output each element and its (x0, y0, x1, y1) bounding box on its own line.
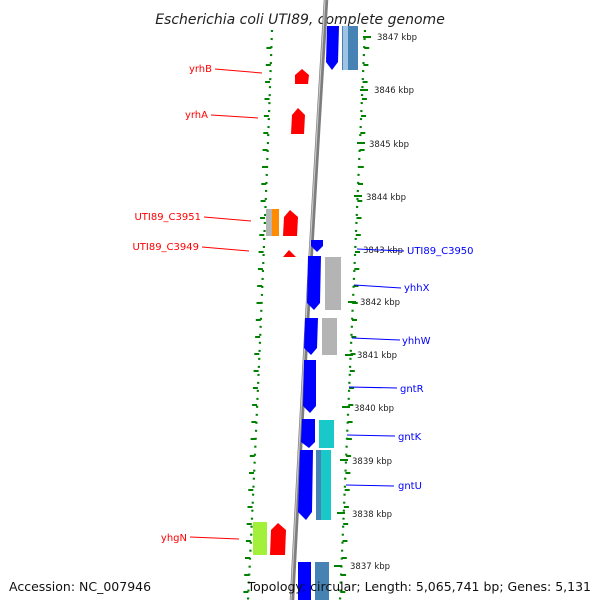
tick-label-3845: 3845 kbp (369, 140, 409, 150)
cog-block-yhhw (322, 318, 337, 355)
forward-gene-yrhb[interactable] (295, 69, 309, 84)
reverse-gene-gntr[interactable] (303, 360, 316, 413)
forward-gene-labels: yrhB yrhA UTI89_C3951 UTI89_C3949 yhgN (132, 64, 263, 544)
tick-label-3846: 3846 kbp (374, 86, 414, 96)
forward-strand-features (253, 69, 309, 555)
cog-block-yhhx (325, 257, 341, 310)
leader-line-yhgn (189, 536, 240, 540)
reverse-gene-uti89-c3950[interactable] (311, 240, 323, 252)
leader-line-yhhw (351, 337, 401, 341)
leader-line-gntu (345, 484, 395, 487)
accession-text: Accession: NC_007946 (9, 579, 152, 594)
reverse-gene-yhhx[interactable] (307, 256, 321, 310)
outer-tick-marks (340, 47, 370, 593)
gene-label-yrha[interactable]: yrhA (185, 110, 208, 121)
gene-label-uti89-c3951[interactable]: UTI89_C3951 (134, 212, 201, 223)
forward-gene-uti89-c3951[interactable] (283, 210, 298, 236)
leader-line-uti89-c3951 (203, 216, 252, 222)
reverse-gene-gntk[interactable] (301, 419, 315, 448)
tick-label-3843: 3843 kbp (363, 246, 403, 256)
scale-labels: 3847 kbp 3846 kbp 3845 kbp 3844 kbp 3843… (334, 33, 417, 572)
reverse-gene-labels: UTI89_C3950 yhhX yhhW gntR gntK gntU (345, 246, 474, 492)
topology-text: Topology: circular; Length: 5,065,741 bp… (247, 579, 591, 594)
reverse-gene-bottom[interactable] (298, 562, 311, 600)
gene-label-yrhb[interactable]: yrhB (189, 64, 212, 75)
reverse-strand-features (298, 26, 358, 600)
cog-block-top-highlight (343, 26, 348, 70)
outer-dotted-ring (338, 29, 367, 600)
gene-label-uti89-c3949[interactable]: UTI89_C3949 (132, 242, 199, 253)
gene-label-yhhx[interactable]: yhhX (404, 283, 430, 294)
leader-line-uti89-c3949 (201, 246, 250, 252)
gene-label-gntu[interactable]: gntU (398, 481, 422, 492)
tick-label-3837: 3837 kbp (350, 562, 390, 572)
tick-label-3842: 3842 kbp (360, 298, 400, 308)
tick-label-3839: 3839 kbp (352, 457, 392, 467)
gene-label-uti89-c3950[interactable]: UTI89_C3950 (407, 246, 474, 257)
reverse-gene-top[interactable] (326, 26, 339, 70)
tick-label-3840: 3840 kbp (354, 404, 394, 414)
tick-label-3847: 3847 kbp (377, 33, 417, 43)
cog-block-yhgn (253, 522, 267, 555)
tick-label-3841: 3841 kbp (357, 351, 397, 361)
tick-label-3838: 3838 kbp (352, 510, 392, 520)
leader-line-yhhx (353, 284, 402, 289)
gene-label-gntk[interactable]: gntK (398, 432, 422, 443)
leader-line-yrhb (214, 68, 263, 74)
leader-line-uti89-c3950 (356, 248, 405, 252)
cog-block-uti89-c3951-orange (272, 209, 279, 236)
leader-line-gntk (346, 434, 396, 437)
inner-tick-marks (243, 47, 272, 593)
forward-gene-yhgn[interactable] (270, 523, 286, 555)
tick-label-3844: 3844 kbp (366, 193, 406, 203)
cog-block-gntk (319, 420, 334, 448)
gene-label-gntr[interactable]: gntR (400, 384, 424, 395)
cog-block-uti89-c3951-gray (266, 209, 272, 236)
leader-line-gntr (348, 386, 398, 389)
inner-dotted-ring (246, 29, 274, 600)
gene-label-yhhw[interactable]: yhhW (402, 336, 431, 347)
leader-line-yrha (210, 114, 259, 119)
cog-block-bottom (315, 562, 329, 600)
map-title: Escherichia coli UTI89, complete genome (155, 12, 445, 28)
forward-gene-yrha[interactable] (291, 108, 305, 134)
cog-block-gntu-shade (316, 450, 321, 520)
gene-label-yhgn[interactable]: yhgN (161, 533, 187, 544)
forward-gene-uti89-c3949[interactable] (283, 250, 296, 257)
reverse-gene-yhhw[interactable] (304, 318, 318, 355)
reverse-gene-gntu[interactable] (298, 450, 313, 520)
